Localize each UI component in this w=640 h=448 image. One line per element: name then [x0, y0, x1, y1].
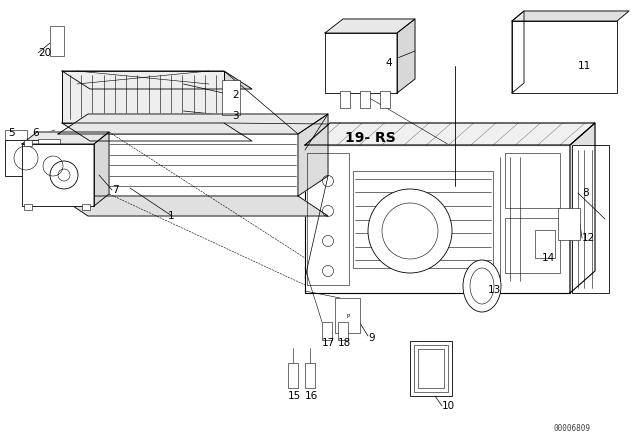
Bar [572, 145, 609, 293]
Bar [360, 91, 370, 108]
Bar [322, 322, 332, 340]
Bar [305, 145, 570, 293]
Text: 7: 7 [112, 185, 118, 195]
Bar [353, 171, 493, 268]
Bar [558, 208, 580, 240]
Bar [5, 130, 27, 148]
Polygon shape [325, 19, 415, 33]
Text: 9: 9 [368, 333, 374, 343]
Polygon shape [305, 123, 595, 145]
Bar [288, 363, 298, 388]
Text: 6: 6 [32, 128, 38, 138]
Polygon shape [62, 123, 252, 141]
Bar [505, 218, 560, 273]
Polygon shape [58, 196, 328, 216]
Polygon shape [397, 19, 415, 93]
Text: 12: 12 [582, 233, 595, 243]
Text: 2: 2 [232, 90, 239, 100]
Text: 3: 3 [232, 111, 239, 121]
Bar [340, 91, 350, 108]
Text: 10: 10 [442, 401, 455, 411]
Bar [418, 349, 444, 388]
Bar [38, 139, 60, 191]
Bar [410, 341, 452, 396]
Text: 20: 20 [38, 48, 51, 58]
Bar [414, 345, 448, 392]
Text: 00006809: 00006809 [553, 424, 590, 433]
Text: P: P [346, 314, 349, 319]
Text: 18: 18 [338, 338, 351, 348]
Bar [512, 21, 617, 93]
Ellipse shape [463, 260, 501, 312]
Text: 19- RS: 19- RS [345, 131, 396, 145]
Text: 5: 5 [8, 128, 15, 138]
Bar [222, 80, 240, 115]
Polygon shape [58, 114, 328, 134]
Bar [58, 134, 298, 196]
Bar [5, 140, 47, 176]
Polygon shape [512, 11, 524, 93]
Text: 17: 17 [322, 338, 335, 348]
Bar [24, 204, 32, 210]
Bar [24, 140, 32, 146]
Text: 15: 15 [288, 391, 301, 401]
Bar [22, 144, 94, 206]
Bar [305, 363, 315, 388]
Text: 4: 4 [385, 58, 392, 68]
Bar [82, 204, 90, 210]
Bar [325, 33, 397, 93]
Bar [338, 322, 348, 340]
Bar [535, 230, 555, 258]
Bar [380, 91, 390, 108]
Polygon shape [570, 123, 595, 293]
Text: 1: 1 [168, 211, 175, 221]
Text: 14: 14 [542, 253, 556, 263]
Text: 11: 11 [578, 61, 591, 71]
Circle shape [43, 156, 63, 176]
Bar [505, 153, 560, 208]
Text: 16: 16 [305, 391, 318, 401]
Bar [50, 26, 64, 56]
Text: 8: 8 [582, 188, 589, 198]
Bar [307, 153, 349, 285]
Polygon shape [22, 132, 109, 144]
Polygon shape [298, 114, 328, 196]
Text: 13: 13 [488, 285, 501, 295]
Polygon shape [62, 71, 252, 89]
Circle shape [368, 189, 452, 273]
Bar [335, 298, 360, 333]
Polygon shape [512, 11, 629, 21]
Polygon shape [94, 132, 109, 206]
Bar [62, 71, 224, 123]
